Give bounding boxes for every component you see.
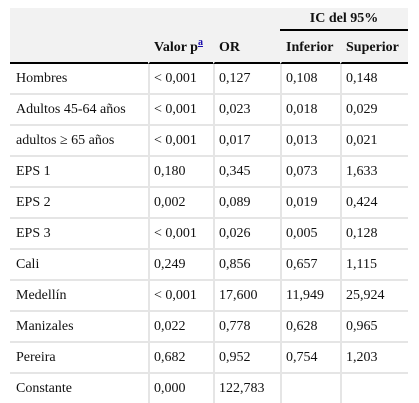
cell-p-value: < 0,001 [148, 219, 213, 250]
cell-variable: Manizales [10, 312, 148, 343]
cell-or: 0,127 [213, 64, 280, 95]
table-header: IC del 95% Valor pa OR Inferior Superior [10, 8, 409, 64]
header-column-row: Valor pa OR Inferior Superior [10, 31, 409, 64]
cell-ci-lower: 11,949 [280, 281, 340, 312]
cell-p-value: < 0,001 [148, 64, 213, 95]
cell-ci-upper [340, 374, 408, 403]
cell-p-value: 0,682 [148, 343, 213, 374]
table-row: Pereira 0,682 0,952 0,754 1,203 [10, 343, 409, 374]
cell-ci-upper: 1,203 [340, 343, 409, 374]
cell-variable: EPS 1 [10, 157, 148, 188]
table-row: EPS 3 < 0,001 0,026 0,005 0,128 [10, 219, 409, 250]
cell-ci-upper: 0,148 [340, 64, 409, 95]
cell-or: 122,783 [213, 374, 280, 403]
table-row: EPS 2 0,002 0,089 0,019 0,424 [10, 188, 409, 219]
cell-or: 0,778 [213, 312, 280, 343]
footnote-marker: a [198, 37, 203, 48]
col-header-p-value: Valor pa [148, 31, 213, 64]
col-header-superior: Superior [340, 31, 409, 64]
cell-ci-upper: 25,924 [340, 281, 409, 312]
cell-variable: Adultos 45-64 años [10, 95, 148, 126]
cell-or: 0,345 [213, 157, 280, 188]
cell-ci-lower: 0,073 [280, 157, 340, 188]
cell-variable: EPS 3 [10, 219, 148, 250]
results-table: IC del 95% Valor pa OR Inferior Superior… [10, 8, 409, 403]
cell-ci-lower: 0,013 [280, 126, 340, 157]
cell-ci-upper: 1,115 [340, 250, 409, 281]
p-value-label: Valor p [154, 39, 198, 55]
cell-or: 0,023 [213, 95, 280, 126]
table-row: Constante 0,000 122,783 [10, 374, 408, 403]
cell-variable: Medellín [10, 281, 148, 312]
cell-p-value: 0,180 [148, 157, 213, 188]
cell-p-value: < 0,001 [148, 126, 213, 157]
header-group-spacer [10, 8, 148, 31]
cell-ci-upper: 0,965 [340, 312, 409, 343]
table-row: Hombres < 0,001 0,127 0,108 0,148 [10, 64, 409, 95]
ci-group-header: IC del 95% [280, 8, 409, 31]
cell-or: 17,600 [213, 281, 280, 312]
cell-ci-upper: 1,633 [340, 157, 409, 188]
cell-variable: Pereira [10, 343, 148, 374]
cell-variable: Hombres [10, 64, 148, 95]
header-group-row: IC del 95% [10, 8, 409, 31]
cell-ci-upper: 0,029 [340, 95, 409, 126]
footnote-link[interactable]: a [197, 36, 203, 48]
table-row: Adultos 45-64 años < 0,001 0,023 0,018 0… [10, 95, 409, 126]
table-row: adultos ≥ 65 años < 0,001 0,017 0,013 0,… [10, 126, 409, 157]
cell-or: 0,952 [213, 343, 280, 374]
cell-variable: adultos ≥ 65 años [10, 126, 148, 157]
cell-variable: EPS 2 [10, 188, 148, 219]
col-header-inferior: Inferior [280, 31, 340, 64]
table-body: Hombres < 0,001 0,127 0,108 0,148 Adulto… [10, 64, 409, 403]
header-group-spacer [213, 8, 280, 31]
cell-or: 0,017 [213, 126, 280, 157]
cell-variable: Cali [10, 250, 148, 281]
cell-ci-lower: 0,018 [280, 95, 340, 126]
cell-or: 0,026 [213, 219, 280, 250]
table-row: Cali 0,249 0,856 0,657 1,115 [10, 250, 409, 281]
cell-ci-lower: 0,019 [280, 188, 340, 219]
cell-p-value: 0,022 [148, 312, 213, 343]
cell-or: 0,089 [213, 188, 280, 219]
table-row: Medellín < 0,001 17,600 11,949 25,924 [10, 281, 409, 312]
cell-ci-upper: 0,021 [340, 126, 409, 157]
cell-ci-lower: 0,657 [280, 250, 340, 281]
cell-ci-lower [280, 374, 340, 403]
table-row: Manizales 0,022 0,778 0,628 0,965 [10, 312, 409, 343]
cell-ci-lower: 0,754 [280, 343, 340, 374]
cell-ci-upper: 0,128 [340, 219, 409, 250]
cell-ci-upper: 0,424 [340, 188, 409, 219]
col-header-or: OR [213, 31, 280, 64]
header-group-spacer [148, 8, 213, 31]
cell-ci-lower: 0,005 [280, 219, 340, 250]
cell-p-value: 0,002 [148, 188, 213, 219]
cell-or: 0,856 [213, 250, 280, 281]
table-row: EPS 1 0,180 0,345 0,073 1,633 [10, 157, 409, 188]
cell-p-value: < 0,001 [148, 281, 213, 312]
cell-p-value: 0,249 [148, 250, 213, 281]
col-header-variable [10, 31, 148, 64]
cell-ci-lower: 0,108 [280, 64, 340, 95]
cell-p-value: < 0,001 [148, 95, 213, 126]
cell-ci-lower: 0,628 [280, 312, 340, 343]
cell-variable: Constante [16, 380, 72, 396]
cell-p-value: 0,000 [148, 374, 213, 403]
